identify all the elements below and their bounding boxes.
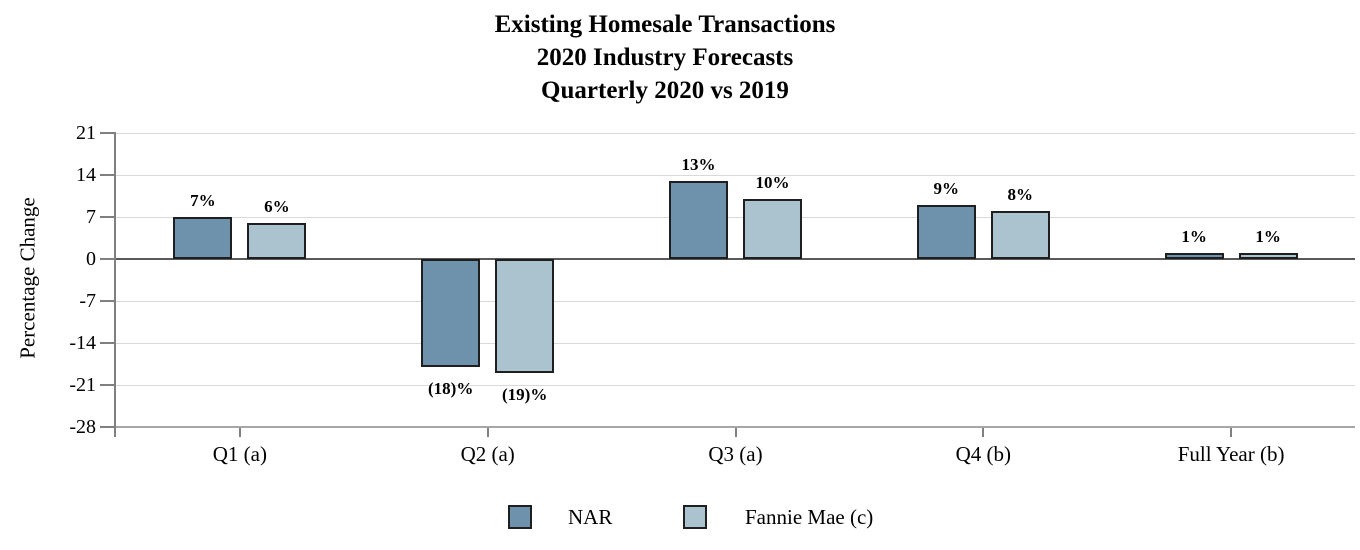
legend-swatch-nar <box>508 505 532 529</box>
bar-value-label-fannie-mae-c-q3-a: 10% <box>755 173 790 192</box>
bar-value-label-nar-q4-b: 9% <box>933 179 960 198</box>
y-axis-line <box>114 133 116 437</box>
y-tick-label--21: -21 <box>69 374 96 396</box>
chart-title: Existing Homesale Transactions 2020 Indu… <box>0 8 1330 107</box>
bar-value-label-fannie-mae-c-q2-a: (19)% <box>502 385 548 404</box>
y-tick-14 <box>100 174 116 176</box>
chart-title-line-3: Quarterly 2020 vs 2019 <box>541 77 789 104</box>
gridline-21 <box>116 133 1355 134</box>
y-tick--14 <box>100 342 116 344</box>
plot-area: Q1 (a) 7% 6% Q2 (a) (18)% (19)% Q3 (a) 13% 10% Q4… <box>100 132 1355 466</box>
legend-label-fannie-mae-c: Fannie Mae (c) <box>745 505 874 529</box>
x-axis-label-q3-a: Q3 (a) <box>708 442 763 466</box>
bar-fannie-mae-c-q3-a <box>743 199 802 259</box>
legend-label-nar: NAR <box>568 505 613 529</box>
x-tick-full-year-b <box>1230 428 1233 437</box>
x-tick-q3-a <box>734 428 737 437</box>
y-tick-7 <box>100 216 116 218</box>
bar-value-label-fannie-mae-c-q4-b: 8% <box>1007 185 1034 204</box>
y-tick-label-0: 0 <box>86 248 96 270</box>
bar-fannie-mae-c-full-year-b <box>1238 253 1298 259</box>
y-tick-label-21: 21 <box>76 122 96 144</box>
chart-title-line-2: 2020 Industry Forecasts <box>536 44 794 71</box>
bar-value-label-nar-q2-a: (18)% <box>428 379 474 398</box>
zero-gridline <box>116 258 1355 260</box>
y-tick-label--28: -28 <box>69 416 96 438</box>
y-tick--21 <box>100 384 116 386</box>
y-tick-label-7: 7 <box>86 206 96 228</box>
chart-title-line-1: Existing Homesale Transactions <box>494 11 836 38</box>
bar-fannie-mae-c-q4-b <box>990 211 1050 259</box>
x-axis-label-q2-a: Q2 (a) <box>460 442 515 466</box>
y-tick--7 <box>100 300 116 302</box>
gridline--7 <box>116 301 1355 302</box>
y-tick-label--14: -14 <box>69 332 96 354</box>
y-tick-21 <box>100 132 116 134</box>
y-tick-label--7: -7 <box>79 290 96 312</box>
x-tick-q4-b <box>982 428 985 437</box>
gridline--14 <box>116 343 1355 344</box>
gridline--21 <box>116 385 1355 386</box>
bar-nar-full-year-b <box>1164 253 1224 259</box>
y-tick-label-14: 14 <box>76 164 96 186</box>
gridline-7 <box>116 217 1355 218</box>
gridline-14 <box>116 175 1355 176</box>
bar-value-label-fannie-mae-c-q1-a: 6% <box>264 197 290 216</box>
bar-fannie-mae-c-q2-a <box>495 259 555 373</box>
bar-value-label-nar-q1-a: 7% <box>190 191 216 210</box>
bar-value-label-fannie-mae-c-full-year-b: 1% <box>1255 227 1281 246</box>
legend-swatch-fannie-mae-c <box>683 505 707 529</box>
x-tick-q2-a <box>486 428 489 437</box>
bar-nar-q3-a <box>669 181 728 259</box>
bar-nar-q4-b <box>916 205 976 259</box>
bar-nar-q1-a <box>173 217 233 259</box>
x-axis-label-q4-b: Q4 (b) <box>955 442 1011 466</box>
x-tick-q1-a <box>238 428 241 437</box>
y-tick--28 <box>100 426 116 428</box>
x-axis-label-q1-a: Q1 (a) <box>212 442 267 466</box>
gridline--28 <box>116 426 1355 428</box>
bar-nar-q2-a <box>421 259 481 367</box>
bar-value-label-nar-full-year-b: 1% <box>1181 227 1207 246</box>
bar-fannie-mae-c-q1-a <box>247 223 307 259</box>
bar-value-label-nar-q3-a: 13% <box>681 155 716 174</box>
x-axis-label-full-year-b: Full Year (b) <box>1177 442 1285 466</box>
y-tick-0 <box>100 258 116 260</box>
